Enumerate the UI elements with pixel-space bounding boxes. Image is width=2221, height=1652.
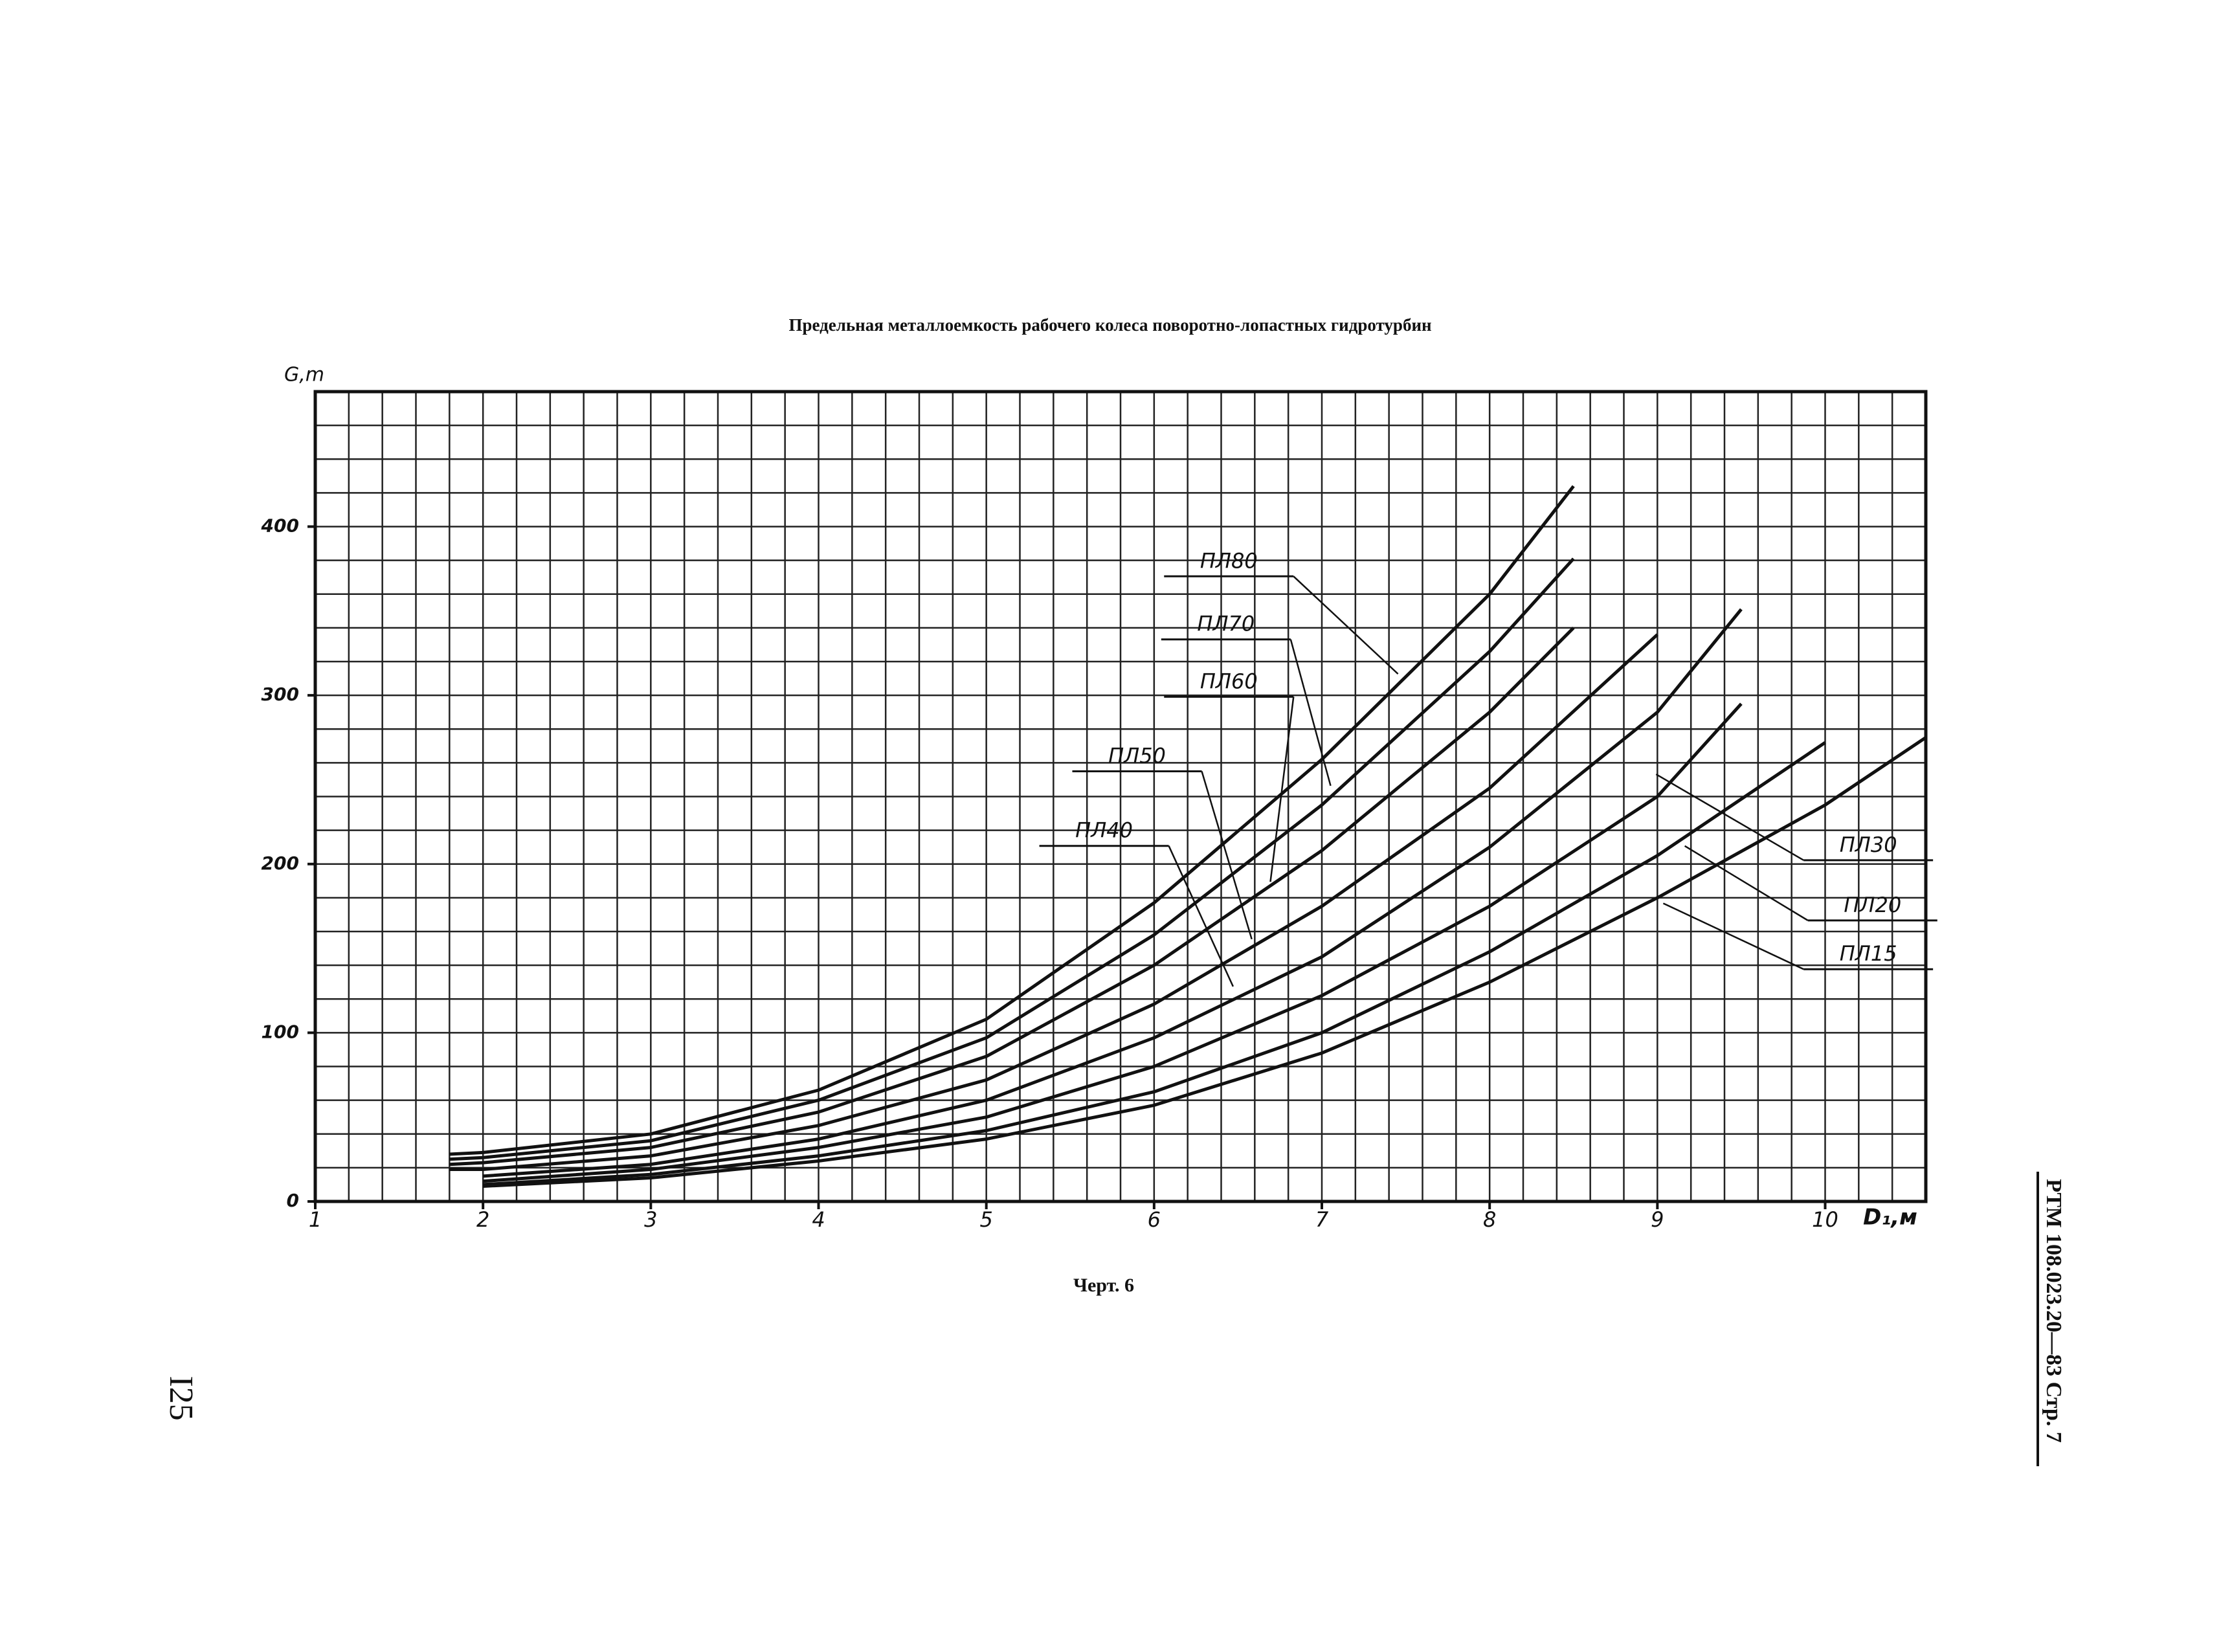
series-line xyxy=(449,627,1575,1166)
y-axis-label: G,m xyxy=(284,364,324,386)
series-label: ПЛ30 xyxy=(1840,832,1897,857)
x-tick-label: 8 xyxy=(1483,1207,1496,1232)
x-axis-label: D₁,м xyxy=(1863,1205,1917,1231)
series-line xyxy=(449,633,1658,1171)
x-tick-label: 9 xyxy=(1651,1207,1664,1232)
series-label: ПЛ20 xyxy=(1844,893,1901,917)
x-tick-label: 6 xyxy=(1148,1207,1161,1232)
y-tick-label: 200 xyxy=(262,853,299,874)
y-tick-label: 100 xyxy=(262,1021,299,1042)
x-tick-label: 10 xyxy=(1812,1207,1838,1232)
series-label: ПЛ70 xyxy=(1197,612,1255,636)
leader-line xyxy=(1168,845,1234,987)
series-label: ПЛ80 xyxy=(1200,548,1258,573)
series-label: ПЛ60 xyxy=(1200,669,1258,693)
leader-line xyxy=(1293,575,1399,675)
series-line xyxy=(449,485,1575,1156)
x-tick-label: 4 xyxy=(812,1207,825,1232)
series-line xyxy=(483,736,1927,1188)
leader-line xyxy=(1201,771,1253,940)
series-line xyxy=(483,608,1743,1178)
y-tick-label: 0 xyxy=(287,1190,299,1211)
x-tick-label: 5 xyxy=(979,1207,992,1232)
series-label: ПЛ15 xyxy=(1840,941,1897,966)
leader-line xyxy=(1655,774,1804,861)
x-tick-label: 3 xyxy=(644,1207,657,1232)
x-tick-label: 1 xyxy=(309,1207,322,1232)
caption: Черт. 6 xyxy=(1073,1275,1134,1296)
series-line xyxy=(449,557,1575,1161)
plot-frame xyxy=(313,390,1928,1203)
y-tick-label: 400 xyxy=(261,515,299,537)
leader-line xyxy=(1662,902,1804,970)
doc-ref: РТМ 108.023.20—83 Стр. 7 xyxy=(2042,1179,2066,1443)
x-tick-label: 7 xyxy=(1315,1207,1329,1232)
leader-line xyxy=(1289,639,1332,787)
y-tick-label: 300 xyxy=(262,684,299,705)
leader-line xyxy=(1269,697,1295,882)
series-label: ПЛ50 xyxy=(1108,744,1166,768)
leader-line xyxy=(1684,845,1809,921)
series-label: ПЛ40 xyxy=(1075,818,1133,843)
page-number: I25 xyxy=(162,1376,199,1420)
x-tick-label: 2 xyxy=(476,1207,489,1232)
series-line xyxy=(483,702,1743,1183)
series-line xyxy=(483,741,1826,1187)
chart-title: Предельная металлоемкость рабочего колес… xyxy=(788,315,1431,335)
